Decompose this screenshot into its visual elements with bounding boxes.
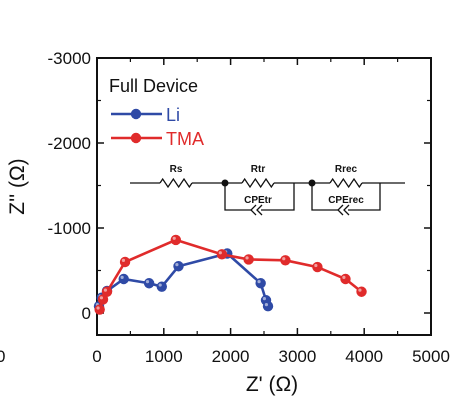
data-point-highlight [262, 297, 267, 301]
data-point-tma [101, 286, 113, 297]
x-tick-label: 4000 [345, 347, 383, 366]
y-tick-label: -1000 [48, 219, 91, 238]
data-point-li [173, 261, 184, 272]
label-rtr: Rtr [251, 164, 266, 175]
data-point-highlight [158, 283, 162, 287]
legend-marker-li [130, 108, 142, 120]
data-point-highlight [175, 263, 179, 267]
edge-label: 0 [0, 347, 5, 366]
y-axis-label: Z'' (Ω) [6, 158, 29, 214]
data-point-highlight [99, 296, 104, 300]
data-point-li [262, 301, 274, 312]
data-point-highlight [218, 251, 222, 255]
data-point-highlight [314, 263, 318, 268]
data-point-tma [280, 255, 291, 266]
data-point-highlight [342, 275, 346, 279]
data-point-highlight [358, 288, 362, 292]
data-point-tma [356, 286, 367, 297]
data-point-tma [340, 273, 351, 285]
circuit-wire [348, 183, 381, 211]
resistor-rrec [329, 177, 363, 189]
legend-marker-tma [130, 132, 142, 144]
circuit-wire [261, 183, 295, 211]
data-point-highlight [145, 280, 150, 284]
data-point-tma [170, 234, 182, 246]
data-point-highlight [172, 236, 176, 240]
data-point-tma [119, 256, 131, 268]
circuit-wire [224, 183, 251, 211]
data-point-highlight [96, 306, 100, 310]
data-point-highlight [257, 280, 261, 284]
x-tick-label: 1000 [145, 347, 183, 366]
data-point-highlight [245, 256, 249, 260]
data-point-highlight [121, 258, 126, 262]
cpe-rec-symbol [337, 204, 350, 216]
circuit-wire [311, 183, 338, 211]
data-point-tma [94, 304, 105, 315]
y-tick-label: 0 [82, 304, 91, 323]
data-point-highlight [120, 275, 124, 279]
x-tick-label: 5000 [412, 347, 450, 366]
data-point-highlight [264, 303, 269, 307]
data-point-tma [243, 254, 254, 265]
data-point-li [143, 278, 155, 289]
legend-label-tma: TMA [166, 129, 204, 149]
label-rrec: Rrec [335, 164, 358, 175]
x-tick-label: 0 [92, 347, 101, 366]
x-tick-label: 2000 [212, 347, 250, 366]
data-point-highlight [282, 257, 286, 261]
label-cperec: CPErec [328, 195, 364, 206]
resistor-rs [159, 177, 193, 189]
x-axis-label: Z' (Ω) [246, 373, 298, 396]
data-point-highlight [103, 288, 108, 292]
y-tick-label: -3000 [48, 49, 91, 68]
data-point-li [118, 273, 129, 285]
data-point-tma [312, 261, 323, 273]
label-rs: Rs [170, 164, 183, 175]
y-tick-label: -2000 [48, 134, 91, 153]
resistor-rtr [241, 177, 275, 189]
data-point-li [255, 278, 266, 289]
label-cpetr: CPEtr [244, 195, 272, 206]
legend-title: Full Device [109, 76, 198, 96]
x-tick-label: 3000 [278, 347, 316, 366]
legend-label-li: Li [166, 105, 180, 125]
data-point-tma [216, 249, 228, 260]
cpe-tr-symbol [250, 204, 263, 216]
data-point-li [156, 281, 167, 292]
